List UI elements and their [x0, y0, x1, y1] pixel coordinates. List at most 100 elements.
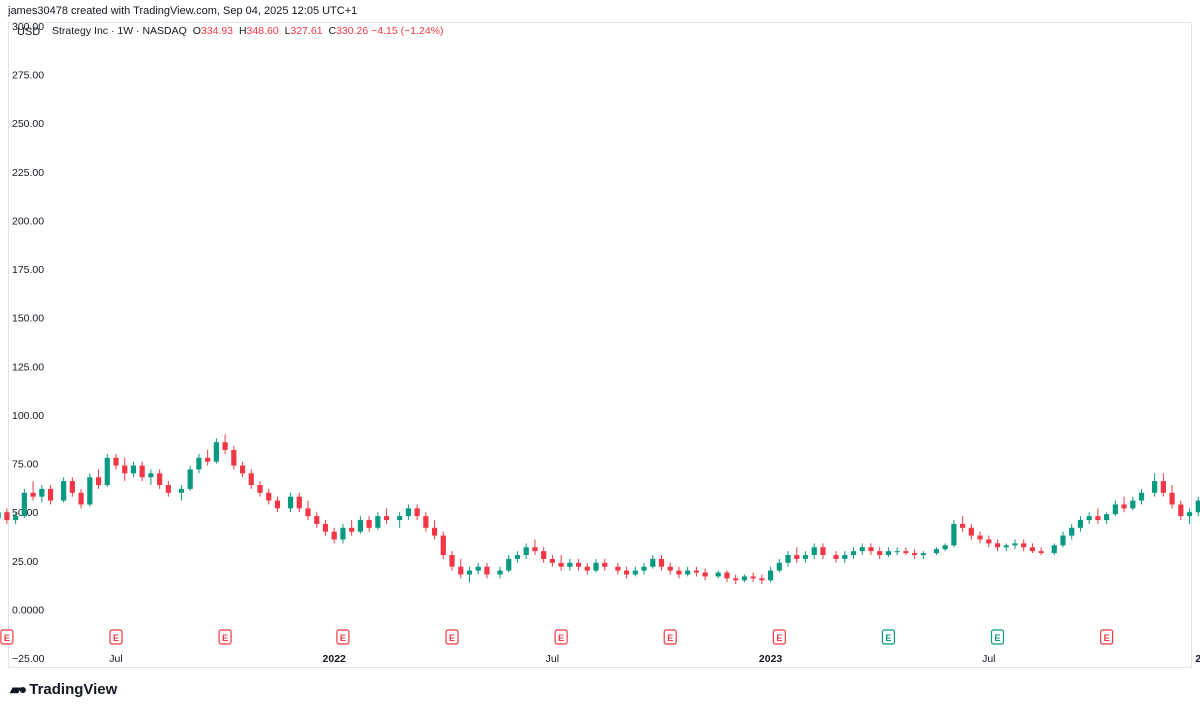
candle-body [266, 492, 272, 501]
candle-body [130, 465, 137, 474]
tradingview-logo[interactable]: ▰● TradingView [10, 681, 117, 698]
change-value: −4.15 (−1.24%) [371, 25, 444, 37]
candle-body [1104, 514, 1110, 521]
symbol-legend[interactable]: Strategy Inc · 1W · NASDAQ O334.93 H348.… [52, 25, 444, 37]
candle-body [903, 551, 909, 554]
y-tick-label: 75.00 [12, 459, 38, 471]
candle-body [4, 512, 10, 521]
candle-body [122, 465, 128, 474]
candle-body [104, 457, 110, 486]
candle-body [78, 492, 84, 505]
y-tick-label: −25.00 [12, 653, 45, 665]
candle-body [1060, 535, 1066, 546]
candle-body [859, 547, 865, 552]
candle-body [475, 566, 481, 571]
candle-body [933, 549, 940, 554]
candle-body [87, 477, 93, 505]
candle-body [894, 551, 900, 553]
candle-body [820, 547, 826, 556]
candle-body [1003, 545, 1009, 548]
candle-body [759, 578, 765, 581]
candle-body [532, 547, 538, 552]
candle-body [47, 488, 54, 501]
x-tick-label: Jul [982, 653, 995, 665]
candle-body [113, 457, 119, 466]
candle-body [466, 570, 473, 575]
candle-body [423, 516, 429, 528]
candle-body [397, 516, 403, 521]
y-tick-label: 300.00 [12, 21, 44, 33]
candle-body [1021, 543, 1027, 548]
candle-body [95, 477, 102, 486]
y-tick-label: 150.00 [12, 313, 44, 325]
candle-body [375, 516, 381, 528]
candle-body [632, 570, 638, 575]
candle-body [1077, 520, 1084, 528]
candle-body [331, 531, 337, 540]
candle-body [1130, 500, 1136, 509]
candle-body [231, 449, 237, 466]
earnings-marker-icon [881, 629, 896, 645]
candle-body [733, 578, 739, 581]
candle-body [776, 562, 782, 571]
candle-body [584, 566, 590, 571]
candle-body [968, 527, 974, 536]
candle-body [1186, 512, 1193, 517]
earnings-marker-icon [0, 629, 14, 645]
candle-body [213, 442, 219, 462]
candle-body [405, 508, 411, 517]
candle-body [1112, 504, 1118, 515]
candle-body [239, 465, 246, 474]
candle-body [693, 570, 700, 573]
candle-body [257, 485, 263, 493]
low-label: L [284, 25, 291, 37]
candle-body [0, 512, 1, 519]
y-tick-label: 200.00 [12, 215, 44, 227]
candle-body [322, 523, 329, 532]
candle-body [484, 566, 490, 575]
candle-body [912, 553, 918, 556]
earnings-marker-label: E [449, 633, 455, 643]
y-tick-label: 225.00 [12, 167, 44, 179]
candle-body [977, 535, 983, 540]
candle-body [715, 572, 721, 577]
candle-body [567, 562, 573, 567]
candle-body [868, 547, 874, 552]
candle-body [658, 558, 665, 567]
high-value: 348.60 [246, 25, 279, 37]
earnings-marker-icon [1100, 629, 1114, 645]
earnings-marker-label: E [776, 633, 782, 643]
candle-body [1069, 527, 1075, 536]
candle-body [366, 520, 372, 528]
candle-body [1195, 500, 1200, 513]
currency-label[interactable]: USD [17, 26, 41, 38]
earnings-marker-icon [990, 629, 1005, 645]
candle-body [349, 527, 355, 532]
earnings-marker-icon [663, 629, 677, 645]
candle-body [885, 551, 892, 556]
x-tick-label: Jul [109, 653, 122, 665]
earnings-marker-label: E [667, 633, 673, 643]
candle-body [768, 570, 774, 581]
earnings-marker-icon [554, 629, 568, 645]
candle-body [877, 551, 883, 556]
earnings-marker-label: E [885, 633, 891, 643]
candle-body [148, 473, 154, 478]
candle-body [69, 481, 75, 493]
candle-body [685, 570, 691, 575]
y-tick-label: 275.00 [12, 70, 44, 82]
candle-body [741, 576, 748, 581]
candle-body [205, 457, 211, 462]
candle-body [1152, 481, 1158, 493]
candle-body [1038, 551, 1044, 554]
candle-body [506, 558, 512, 571]
candle-body [650, 558, 656, 567]
y-tick-label: 175.00 [12, 264, 44, 276]
candle-body [196, 457, 202, 470]
candle-body [920, 553, 926, 556]
candle-body [497, 570, 503, 575]
earnings-marker-label: E [995, 633, 1001, 643]
candle-body [794, 555, 800, 559]
candle-body [458, 566, 464, 575]
